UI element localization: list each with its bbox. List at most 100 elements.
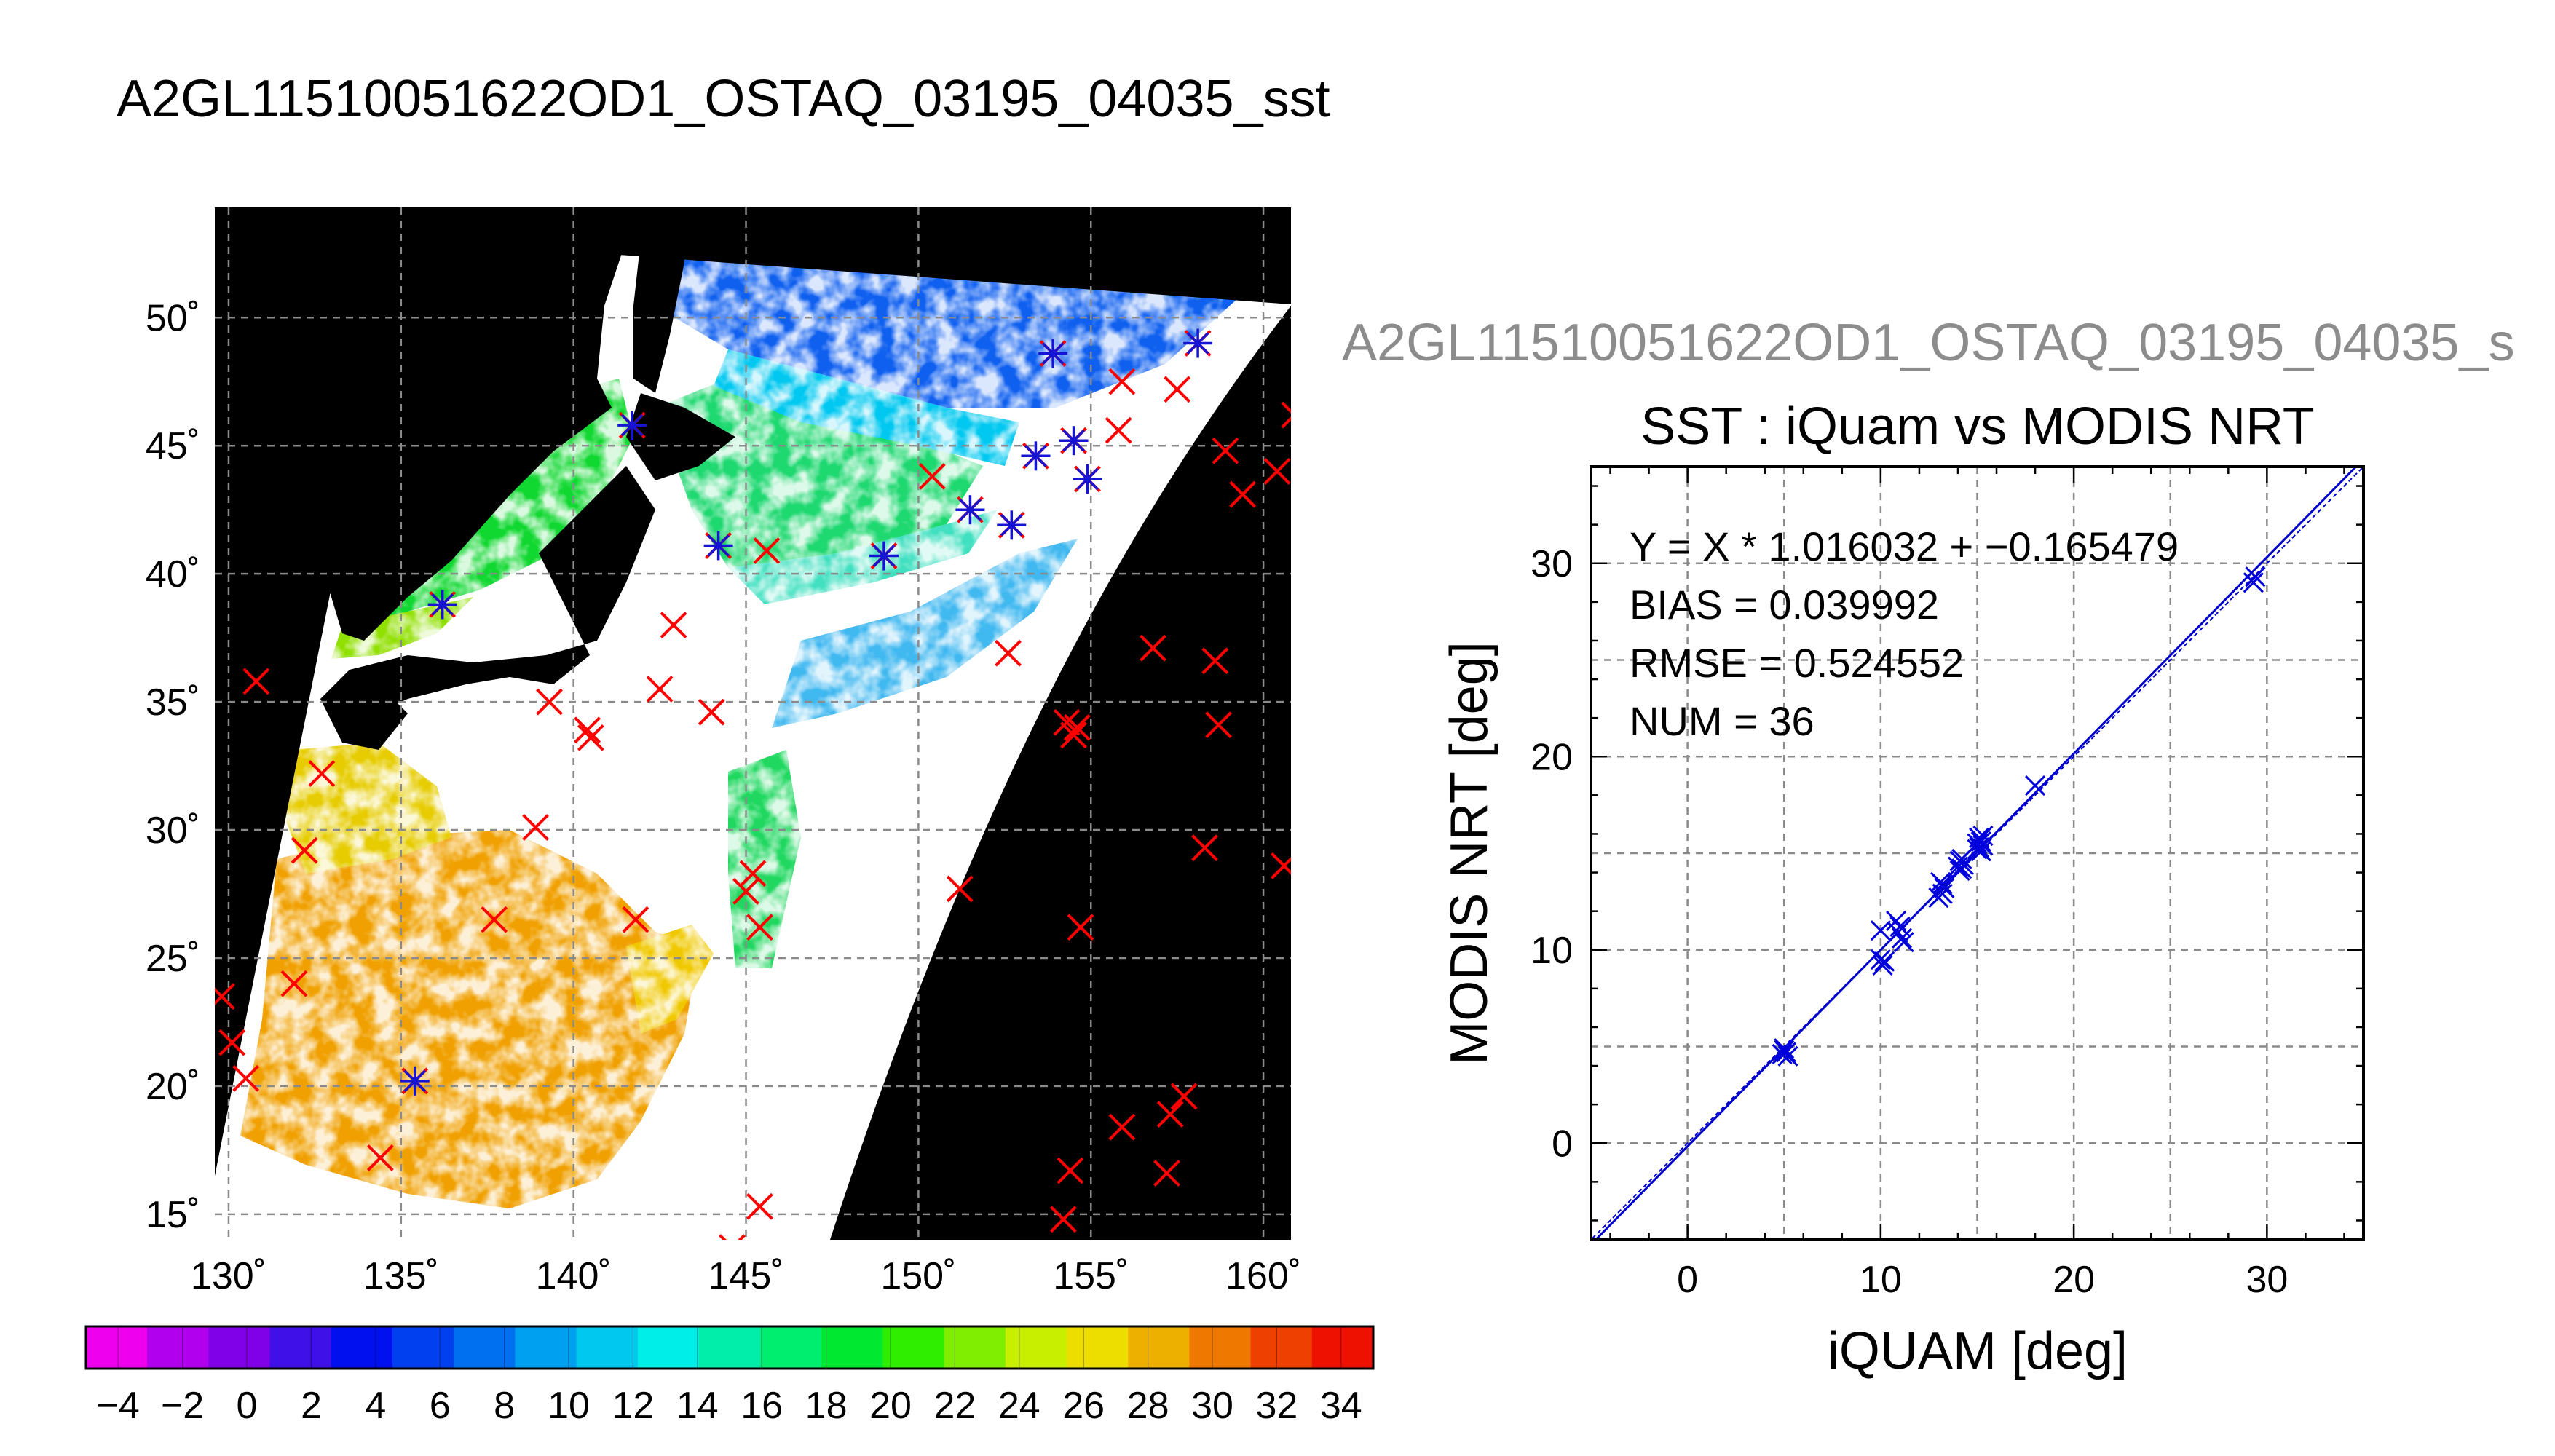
land	[215, 207, 735, 750]
map-lon-tick-label: 160˚	[1225, 1255, 1301, 1297]
marker-stroke	[1186, 332, 1209, 355]
colorbar-swatch	[1189, 1326, 1252, 1369]
swath-edge-mask-left	[215, 207, 451, 1176]
map-lon-tick-label: 155˚	[1053, 1255, 1129, 1297]
scatter-point	[1889, 916, 1911, 937]
marker-stroke	[366, 1144, 394, 1171]
map-coincident-marker	[997, 510, 1027, 540]
scatter-y-tick-label: 20	[1531, 736, 1573, 778]
scatter-frame	[1590, 465, 2365, 1241]
map-match-marker	[698, 698, 725, 726]
identity-line	[1591, 467, 2364, 1240]
marker-stroke	[1212, 437, 1239, 464]
map-match-marker	[660, 612, 687, 638]
map-match-marker	[218, 1029, 246, 1056]
map-match-marker	[1212, 437, 1239, 464]
map-match-marker	[574, 716, 601, 744]
colorbar-swatch	[821, 1326, 883, 1369]
colorbar-swatch	[1250, 1326, 1313, 1369]
marker-stroke	[719, 1234, 727, 1240]
marker-stroke	[1889, 916, 1911, 937]
marker-stroke	[1153, 1160, 1180, 1187]
marker-stroke	[1053, 708, 1081, 736]
map-match-marker	[1108, 368, 1136, 395]
stats-bias: BIAS = 0.039992	[1630, 582, 1939, 628]
colorbar-swatch	[331, 1326, 393, 1369]
scatter-point	[1951, 848, 1972, 870]
map-match-marker	[1164, 376, 1191, 403]
marker-stroke	[1951, 848, 1972, 870]
map-match-marker	[753, 537, 781, 564]
figure-title: A2GL11510051622OD1_OSTAQ_03195_04035_sst	[117, 70, 1330, 128]
marker-stroke	[1893, 932, 1914, 953]
marker-stroke	[1887, 922, 1908, 943]
scatter-point	[1932, 874, 1953, 895]
marker-stroke	[1777, 1045, 1798, 1067]
scatter-point	[1772, 1044, 1793, 1065]
marker-stroke	[1041, 342, 1065, 365]
map-lon-tick-label: 135˚	[363, 1255, 439, 1297]
map-match-marker	[746, 914, 773, 941]
marker-stroke	[1205, 711, 1232, 739]
map-coincident-marker	[703, 531, 733, 561]
marker-stroke	[872, 545, 896, 567]
colorbar-tick-label: 6	[430, 1385, 451, 1427]
sst-map: 130˚ 135˚ 140˚ 145˚ 150˚ 155˚ 160˚ 50˚ 45˚ 40˚ 35˚…	[146, 207, 1301, 1297]
map-coincident-marker	[427, 590, 457, 620]
stats-num: NUM = 36	[1630, 698, 1814, 744]
marker-stroke	[738, 1234, 746, 1240]
map-lat-tick-label: 15˚	[146, 1194, 200, 1236]
map-coincident-marker	[617, 411, 647, 440]
map-lat-tick-label: 30˚	[146, 810, 200, 852]
stats-fit-equation: Y = X * 1.016032 + −0.165479	[1630, 523, 2179, 569]
marker-stroke	[1870, 949, 1891, 970]
map-match-marker	[1156, 1101, 1184, 1128]
marker-stroke	[1891, 927, 1913, 949]
colorbar-swatch	[698, 1326, 761, 1369]
marker-stroke	[1063, 713, 1091, 741]
colorbar-tick-label: 34	[1320, 1385, 1362, 1427]
colorbar: −4 −2 0 2 4 6 8 10 12 14 16 18 20 22 24 26 28 30 32 34	[84, 1325, 1375, 1427]
marker-stroke	[1263, 458, 1291, 485]
marker-stroke	[946, 875, 974, 903]
map-lon-tick-label: 150˚	[880, 1255, 956, 1297]
marker-stroke	[1281, 416, 1291, 429]
map-match-marker	[242, 668, 270, 695]
map-match-marker	[1049, 1206, 1077, 1233]
marker-stroke	[536, 688, 563, 716]
colorbar-swatches	[86, 1326, 1374, 1369]
marker-stroke	[1870, 920, 1891, 941]
marker-stroke	[1271, 856, 1291, 879]
marker-stroke	[242, 668, 270, 695]
colorbar-tick-label: −2	[161, 1385, 204, 1427]
marker-stroke	[707, 534, 730, 557]
map-match-marker	[215, 983, 235, 1010]
land-asia-mainland	[215, 207, 626, 641]
marker-stroke	[1201, 647, 1229, 675]
map-lon-tick-label: 145˚	[708, 1255, 783, 1297]
marker-stroke	[620, 414, 644, 437]
colorbar-tick-label: 12	[612, 1385, 654, 1427]
map-coincident-marker	[869, 541, 899, 571]
land-sakhalin	[633, 218, 684, 393]
scatter-point	[1775, 1042, 1796, 1063]
marker-stroke	[2025, 775, 2046, 796]
marker-stroke	[218, 1029, 246, 1056]
map-lat-tick-label: 20˚	[146, 1066, 200, 1108]
marker-stroke	[1953, 854, 1974, 875]
marker-stroke	[403, 1069, 427, 1093]
colorbar-tick-label: 2	[301, 1385, 322, 1427]
map-coincident-marker	[1183, 328, 1213, 358]
marker-stroke	[1229, 480, 1257, 508]
map-match-marker	[1067, 914, 1094, 941]
colorbar-tick-label: 22	[933, 1385, 976, 1427]
marker-stroke	[215, 983, 235, 1006]
colorbar-labels: −4 −2 0 2 4 6 8 10 12 14 16 18 20 22 24 26 28 30 32 34	[97, 1326, 1362, 1427]
marker-stroke	[1000, 513, 1023, 537]
map-match-marker	[1153, 1160, 1180, 1187]
colorbar-tick-label: 10	[548, 1385, 590, 1427]
map-match-marker	[1201, 647, 1229, 675]
colorbar-swatch	[392, 1326, 454, 1369]
scatter-x-tick-label: 30	[2246, 1259, 2288, 1301]
marker-stroke	[1057, 1157, 1084, 1184]
